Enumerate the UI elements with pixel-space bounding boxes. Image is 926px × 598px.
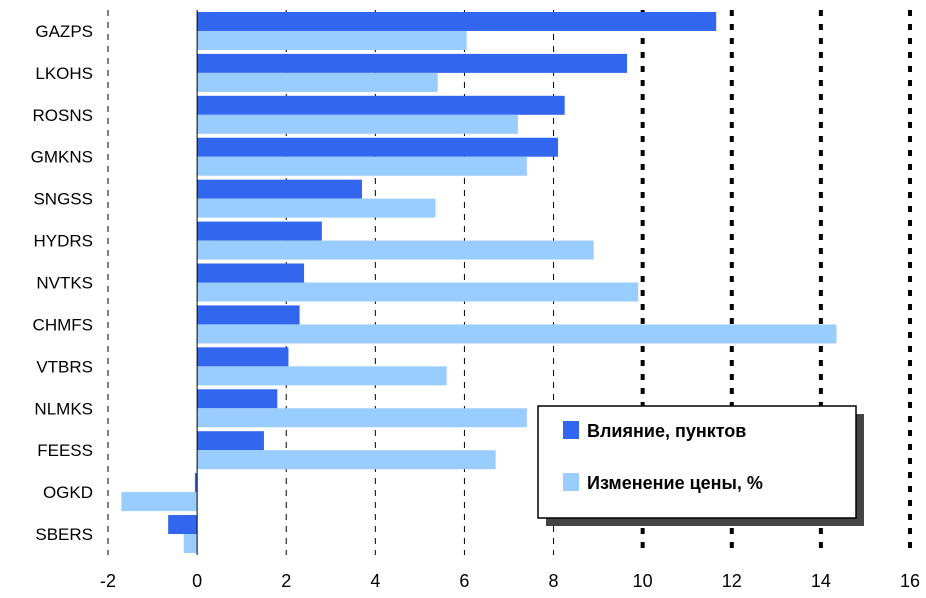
category-label: SNGSS — [33, 190, 93, 209]
bar-price-change — [197, 324, 837, 344]
category-label: GMKNS — [31, 148, 93, 167]
category-label: LKOHS — [35, 64, 93, 83]
category-label: ROSNS — [33, 106, 93, 125]
category-labels: GAZPS LKOHS ROSNS GMKNS SNGSS HYDRS NVTKS CHMFS… — [31, 22, 93, 544]
x-tick-labels: -2 0 2 4 6 8 10 12 14 16 — [100, 571, 920, 591]
x-tick-label: 0 — [192, 571, 202, 591]
x-tick-label: -2 — [100, 571, 116, 591]
bar-influence — [197, 305, 300, 325]
legend-swatch — [563, 473, 579, 491]
x-tick-label: 2 — [281, 571, 291, 591]
bar-price-change — [197, 30, 467, 50]
legend-swatch — [563, 421, 579, 439]
category-label: SBERS — [35, 525, 93, 544]
bar-influence — [197, 389, 278, 409]
bar-price-change — [197, 72, 438, 92]
bar-price-change — [197, 408, 527, 428]
bar-influence — [197, 221, 322, 241]
legend-box — [537, 405, 857, 519]
bar-price-change — [197, 114, 518, 134]
bar-price-change — [197, 450, 496, 470]
x-tick-label: 14 — [811, 571, 831, 591]
bar-influence — [197, 431, 264, 451]
x-tick-label: 10 — [633, 571, 653, 591]
category-label: OGKD — [43, 483, 93, 502]
category-label: NLMKS — [34, 399, 93, 418]
bar-influence — [197, 179, 362, 199]
bar-influence — [197, 137, 559, 157]
category-label: CHMFS — [33, 315, 93, 334]
bar-influence — [168, 515, 198, 535]
legend: Влияние, пунктов Изменение цены, % — [537, 405, 864, 526]
bar-price-change — [197, 366, 447, 386]
bar-price-change — [197, 240, 594, 260]
bar-influence — [197, 53, 628, 73]
bar-price-change — [197, 156, 527, 176]
x-tick-label: 8 — [549, 571, 559, 591]
legend-label: Влияние, пунктов — [587, 421, 746, 441]
bar-price-change — [197, 198, 436, 218]
bar-influence — [197, 263, 305, 283]
category-label: NVTKS — [36, 274, 93, 293]
bar-influence — [197, 11, 717, 31]
legend-label: Изменение цены, % — [587, 473, 763, 493]
category-label: GAZPS — [35, 22, 93, 41]
x-tick-label: 6 — [459, 571, 469, 591]
x-tick-label: 12 — [722, 571, 742, 591]
bars — [121, 11, 837, 554]
bar-influence — [197, 347, 289, 367]
x-tick-label: 16 — [900, 571, 920, 591]
category-label: HYDRS — [33, 232, 93, 251]
bar-influence — [194, 473, 198, 493]
bar-price-change — [197, 282, 639, 302]
x-tick-label: 4 — [370, 571, 380, 591]
bar-price-change — [121, 492, 198, 512]
category-label: FEESS — [37, 441, 93, 460]
category-label: VTBRS — [36, 357, 93, 376]
bar-influence — [197, 95, 565, 115]
bar-price-change — [183, 534, 198, 554]
